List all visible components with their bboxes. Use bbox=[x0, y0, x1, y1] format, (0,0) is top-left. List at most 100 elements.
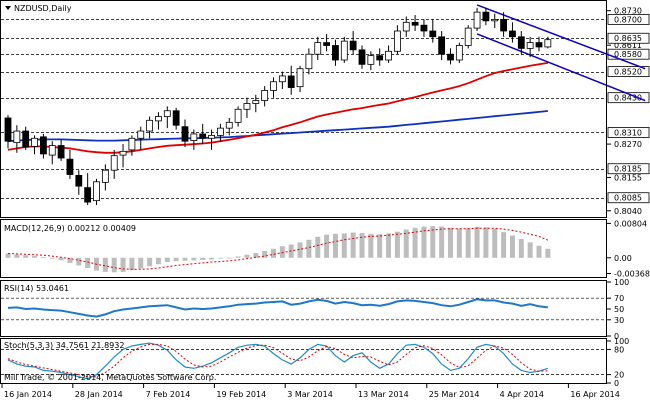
macd-histogram-bar bbox=[394, 231, 400, 258]
macd-histogram-bar bbox=[102, 257, 108, 272]
rsi-axis-label: 0 bbox=[614, 332, 619, 341]
macd-histogram-bar bbox=[439, 226, 445, 258]
candlestick bbox=[376, 48, 384, 66]
candle-body-bullish bbox=[473, 11, 481, 29]
level-label-box bbox=[607, 32, 650, 44]
candlestick bbox=[234, 106, 242, 127]
candle-body-bearish bbox=[66, 158, 74, 175]
candlestick bbox=[526, 36, 534, 58]
candlestick bbox=[385, 45, 392, 63]
macd-panel-frame bbox=[0, 219, 607, 278]
macd-histogram-bar bbox=[262, 250, 268, 258]
candlestick bbox=[517, 30, 525, 55]
candle-body-bearish bbox=[358, 49, 366, 65]
candle-body-bearish bbox=[411, 21, 419, 26]
time-axis-label: 19 Feb 2014 bbox=[216, 390, 266, 399]
macd-histogram-bar bbox=[147, 257, 153, 267]
macd-histogram-bar bbox=[155, 257, 161, 265]
candlestick bbox=[447, 48, 454, 65]
macd-histogram-bar bbox=[297, 242, 303, 258]
macd-histogram-bar bbox=[49, 257, 55, 259]
candle-body-bullish bbox=[234, 108, 242, 123]
candle-body-bearish bbox=[376, 55, 384, 61]
candlestick bbox=[500, 12, 508, 37]
candle-body-bullish bbox=[163, 110, 171, 117]
candle-body-bullish bbox=[367, 55, 375, 65]
candlestick bbox=[216, 123, 224, 142]
macd-histogram-bar bbox=[412, 227, 418, 258]
macd-histogram-bar bbox=[244, 254, 250, 258]
macd-histogram-bar bbox=[386, 233, 392, 258]
candlestick bbox=[455, 42, 463, 63]
macd-histogram-bar bbox=[85, 257, 91, 269]
time-axis-label: 16 Jan 2014 bbox=[4, 390, 52, 399]
candle-body-bullish bbox=[216, 127, 224, 136]
candlestick bbox=[278, 71, 286, 89]
time-axis: 16 Jan 2014 28 Jan 2014 7 Feb 2014 19 Feb 2… bbox=[1, 384, 620, 399]
candlestick bbox=[128, 135, 136, 156]
rsi-axis-label: 50 bbox=[614, 305, 624, 314]
candle-body-bullish bbox=[455, 45, 463, 61]
price-axis-tick-label: 0.8730 bbox=[614, 7, 642, 16]
time-axis-label: 16 Apr 2014 bbox=[570, 390, 619, 399]
macd-signal-line bbox=[7, 227, 549, 270]
candle-body-bullish bbox=[93, 181, 100, 202]
candlestick bbox=[137, 126, 145, 150]
candlestick bbox=[110, 149, 118, 179]
candlestick bbox=[66, 149, 74, 179]
candle-body-bullish bbox=[48, 145, 56, 156]
rsi-line bbox=[7, 298, 549, 318]
macd-histogram-bar bbox=[306, 239, 312, 258]
candle-body-bearish bbox=[181, 126, 189, 142]
candle-body-bearish bbox=[420, 24, 428, 32]
macd-histogram-bar bbox=[315, 236, 321, 258]
macd-histogram-bar bbox=[279, 246, 285, 258]
macd-histogram-bar bbox=[182, 257, 188, 261]
candle-body-bearish bbox=[199, 133, 207, 139]
candle-body-bullish bbox=[208, 134, 215, 139]
macd-histogram-bar bbox=[217, 257, 223, 259]
candlestick bbox=[225, 117, 233, 136]
candlestick bbox=[243, 97, 251, 118]
main-panel-frame bbox=[0, 0, 607, 218]
candlestick bbox=[314, 36, 322, 60]
rsi-axis-label: 30 bbox=[614, 316, 624, 325]
price-axis-tick-label: 0.8155 bbox=[614, 173, 642, 182]
rsi-panel-frame bbox=[0, 280, 607, 337]
candlestick bbox=[270, 77, 277, 98]
candlestick bbox=[491, 13, 499, 29]
level-label: 0.8085 bbox=[614, 194, 642, 203]
candlestick bbox=[4, 115, 12, 149]
level-label-box bbox=[607, 127, 650, 138]
macd-histogram-bar bbox=[76, 257, 82, 266]
macd-histogram-bar bbox=[5, 253, 11, 258]
level-label: 0.8635 bbox=[614, 34, 642, 43]
macd-histogram-bar bbox=[341, 233, 347, 258]
macd-histogram-bar bbox=[271, 248, 276, 258]
candle-body-bearish bbox=[40, 136, 47, 155]
macd-histogram-bar bbox=[23, 255, 29, 258]
macd-histogram-bar bbox=[191, 257, 197, 261]
macd-histogram-bar bbox=[120, 257, 126, 272]
candle-body-bearish bbox=[57, 145, 65, 159]
candle-body-bearish bbox=[429, 30, 437, 38]
candle-body-bearish bbox=[535, 42, 543, 48]
candlestick bbox=[358, 45, 366, 69]
candlestick bbox=[252, 94, 260, 113]
dropdown-triangle-icon[interactable] bbox=[5, 6, 11, 10]
candle-body-bullish bbox=[252, 100, 260, 104]
stoch-axis-label: 80 bbox=[614, 345, 624, 354]
rsi-axis-label: 70 bbox=[614, 294, 624, 303]
candlestick bbox=[199, 123, 207, 145]
level-label: 0.8185 bbox=[614, 165, 642, 174]
candle-body-bearish bbox=[482, 11, 490, 22]
rsi-panel: 100 70 50 30 0 bbox=[1, 278, 629, 341]
candlestick bbox=[393, 25, 401, 55]
macd-histogram-bar bbox=[474, 226, 480, 258]
candlestick bbox=[332, 39, 339, 66]
candle-body-bullish bbox=[305, 53, 313, 70]
level-label: 0.8310 bbox=[614, 128, 642, 137]
candle-body-bullish bbox=[101, 169, 109, 183]
